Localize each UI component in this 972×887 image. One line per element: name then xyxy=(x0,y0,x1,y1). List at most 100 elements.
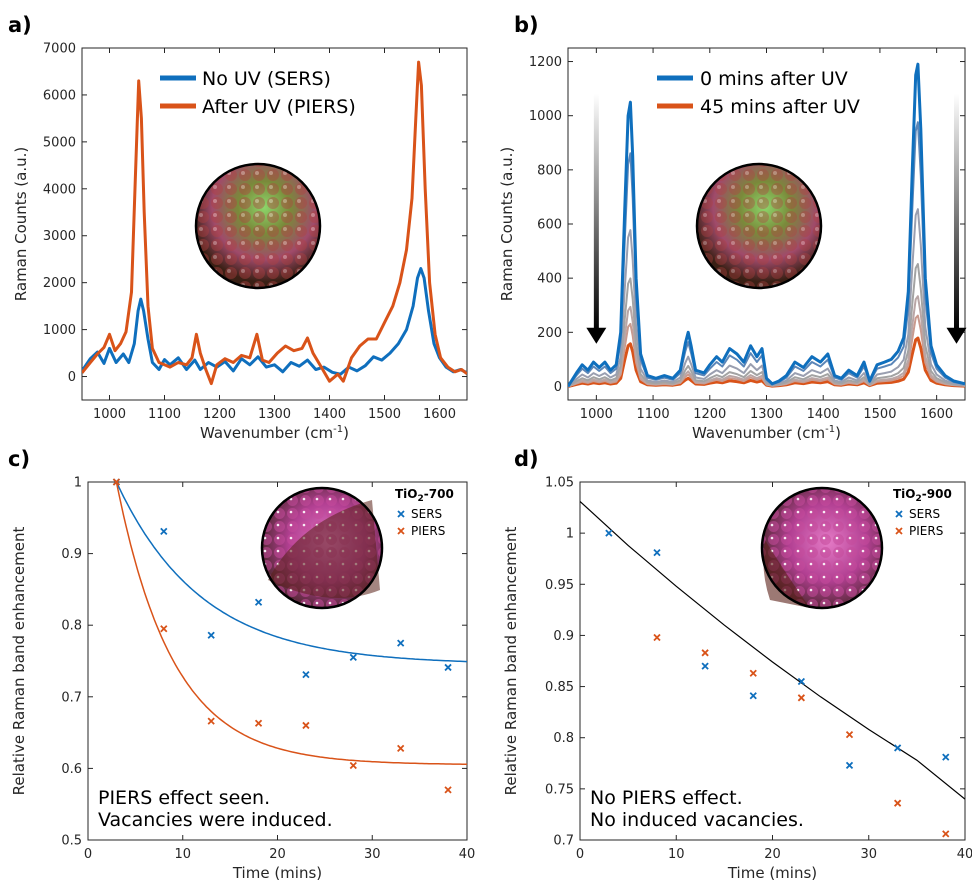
y-tick-label: 1200 xyxy=(529,55,562,70)
data-point-piers xyxy=(895,800,901,806)
x-tick-label: 1000 xyxy=(93,407,126,422)
x-tick-label: 1400 xyxy=(807,407,840,422)
legend-entry: No UV (SERS) xyxy=(202,68,331,90)
legend-entry: PIERS xyxy=(909,524,943,538)
data-point-piers xyxy=(256,720,262,726)
x-tick-label: 10 xyxy=(174,847,191,862)
x-tick-label: 0 xyxy=(576,847,584,862)
panel-label-c: c) xyxy=(8,447,30,471)
y-tick-label: 0.7 xyxy=(553,834,574,849)
y-tick-label: 0 xyxy=(554,380,562,395)
legend-entry: 45 mins after UV xyxy=(700,96,860,118)
x-tick-label: 10 xyxy=(668,847,685,862)
data-point-sers xyxy=(606,530,612,536)
data-point-sers xyxy=(702,663,708,669)
data-point-piers xyxy=(847,732,853,738)
x-axis-label-d: Time (mins) xyxy=(727,864,817,882)
data-point-sers xyxy=(895,745,901,751)
data-point-piers xyxy=(398,745,404,751)
data-point-piers xyxy=(350,763,356,769)
annotation-text: PIERS effect seen. xyxy=(98,787,270,809)
decay-arrow-head xyxy=(946,328,966,344)
x-tick-label: 1100 xyxy=(637,407,670,422)
x-tick-label: 30 xyxy=(860,847,877,862)
data-point-sers xyxy=(445,664,451,670)
y-tick-label: 0.8 xyxy=(553,731,574,746)
panel-c: c) 0 10 20 30 40 0.5 0.6 0.7 0.8 0.9 1 Time (mins) Re… xyxy=(8,447,475,882)
y-tick-label: 800 xyxy=(537,163,562,178)
inset-image-a xyxy=(196,164,320,288)
decay-arrow-head xyxy=(586,328,606,344)
y-tick-label: 200 xyxy=(537,326,562,341)
x-tick-label: 20 xyxy=(269,847,286,862)
y-axis-label-d: Relative Raman band enhancement xyxy=(502,526,520,795)
x-tick-label: 1200 xyxy=(693,407,726,422)
y-tick-label: 0.6 xyxy=(61,762,82,777)
decay-arrow-shaft xyxy=(954,94,959,330)
legend-entry: PIERS xyxy=(411,524,445,538)
data-point-piers xyxy=(798,695,804,701)
x-tick-label: 0 xyxy=(84,847,92,862)
y-tick-label: 1000 xyxy=(529,109,562,124)
legend-title-d: TiO2-900 xyxy=(893,487,952,504)
y-tick-label: 0.5 xyxy=(61,834,82,849)
annotation-text: Vacancies were induced. xyxy=(98,809,333,831)
y-tick-label: 7000 xyxy=(43,42,76,57)
legend-entry: 0 mins after UV xyxy=(700,68,848,90)
data-point-sers xyxy=(208,632,214,638)
data-point-piers xyxy=(702,650,708,656)
x-axis-label-c: Time (mins) xyxy=(232,864,322,882)
x-tick-label: 1500 xyxy=(863,407,896,422)
y-tick-label: 400 xyxy=(537,272,562,287)
panel-label-a: a) xyxy=(8,13,32,37)
panel-label-d: d) xyxy=(514,447,539,471)
x-axis-label-a: Wavenumber (cm-1) xyxy=(200,424,349,442)
x-tick-label: 1500 xyxy=(368,407,401,422)
y-tick-label: 1 xyxy=(566,527,574,542)
y-tick-label: 1000 xyxy=(43,323,76,338)
y-tick-label: 6000 xyxy=(43,88,76,103)
data-point-sers xyxy=(398,640,404,646)
x-axis-label-b: Wavenumber (cm-1) xyxy=(692,424,841,442)
x-tick-label: 1100 xyxy=(148,407,181,422)
y-axis-label-a: Raman Counts (a.u.) xyxy=(12,147,30,301)
y-tick-label: 0.8 xyxy=(61,619,82,634)
data-point-sers xyxy=(256,599,262,605)
data-point-piers xyxy=(208,718,214,724)
y-tick-label: 3000 xyxy=(43,229,76,244)
inset-image-d xyxy=(762,488,882,608)
data-point-piers xyxy=(750,670,756,676)
y-tick-label: 4000 xyxy=(43,182,76,197)
data-point-sers xyxy=(750,693,756,699)
legend-marker xyxy=(398,511,404,517)
decay-arrow-shaft xyxy=(594,94,599,330)
x-tick-label: 1600 xyxy=(920,407,953,422)
data-point-sers xyxy=(350,654,356,660)
y-tick-label: 0.9 xyxy=(61,547,82,562)
y-axis-label-c: Relative Raman band enhancement xyxy=(10,526,28,795)
x-tick-label: 1400 xyxy=(313,407,346,422)
y-axis-label-b: Raman Counts (a.u.) xyxy=(498,147,516,301)
data-point-sers xyxy=(303,672,309,678)
x-tick-label: 1300 xyxy=(258,407,291,422)
data-point-piers xyxy=(654,634,660,640)
annotation-text: No induced vacancies. xyxy=(590,809,804,831)
y-tick-label: 2000 xyxy=(43,276,76,291)
legend-marker xyxy=(896,528,902,534)
panel-label-b: b) xyxy=(514,13,539,37)
y-tick-label: 0.75 xyxy=(545,782,574,797)
legend-entry: SERS xyxy=(909,507,940,521)
y-tick-label: 1 xyxy=(74,476,82,491)
panel-d: d) 0 10 20 30 40 0.7 0.75 0.8 0.85 0.9 0.95 1 1.05 Tim… xyxy=(502,447,972,882)
x-tick-label: 40 xyxy=(957,847,972,862)
x-tick-label: 1300 xyxy=(750,407,783,422)
y-tick-label: 600 xyxy=(537,218,562,233)
data-point-piers xyxy=(161,626,167,632)
x-tick-label: 1000 xyxy=(580,407,613,422)
legend-entry: SERS xyxy=(411,507,442,521)
legend-marker xyxy=(398,528,404,534)
x-tick-label: 40 xyxy=(459,847,476,862)
y-tick-label: 0.85 xyxy=(545,680,574,695)
x-tick-label: 1600 xyxy=(423,407,456,422)
